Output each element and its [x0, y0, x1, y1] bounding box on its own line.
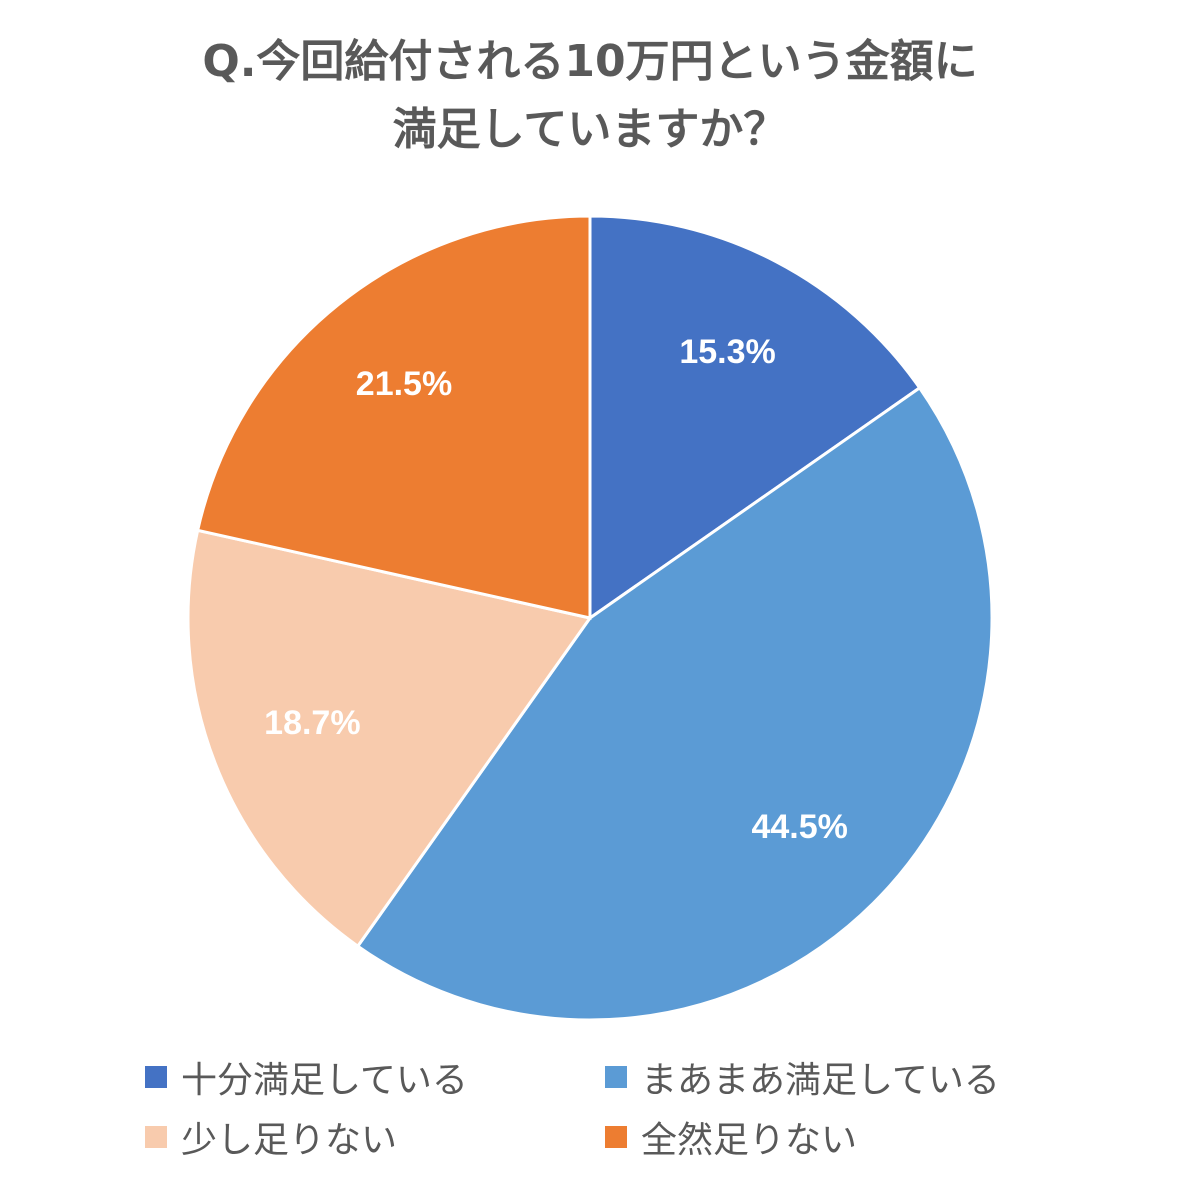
data-label-maamaa-manzoku: 44.5% — [751, 808, 847, 846]
pie-slice-zenzen-tarinai — [195, 214, 592, 620]
chart-title-line-2: 満足していますか？ — [392, 104, 788, 155]
chart-title: Q.今回給付される10万円という金額に 満足していますか？ — [0, 28, 1180, 164]
data-label-zenzen-tarinai: 21.5% — [356, 365, 452, 403]
pie-slices — [186, 214, 994, 1022]
pie-slice-maamaa-manzoku — [355, 385, 994, 1022]
pie-slice-sukoshi-tarinai — [186, 528, 593, 949]
data-label-sukoshi-tarinai: 18.7% — [264, 704, 360, 742]
data-label-juubun-manzoku: 15.3% — [679, 333, 775, 371]
pie-data-labels: 15.3% 44.5% 18.7% 21.5% — [264, 333, 848, 846]
pie-slice-juubun-manzoku — [588, 214, 922, 621]
chart-title-line-1: Q.今回給付される10万円という金額に — [202, 36, 978, 87]
